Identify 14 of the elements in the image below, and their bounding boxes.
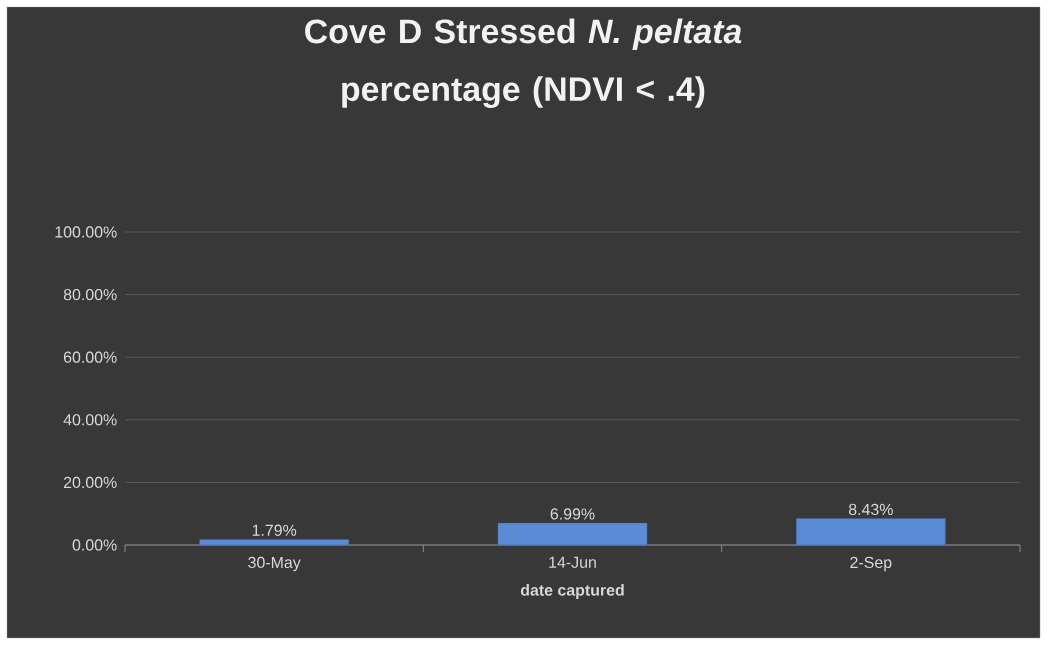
x-tick-label: 14-Jun (549, 556, 596, 568)
y-tick-label: 80.00% (63, 288, 117, 301)
y-tick-label: 0.00% (72, 539, 117, 551)
data-label: 1.79% (252, 524, 297, 536)
data-label: 6.99% (550, 508, 595, 520)
y-tick-label: 100.00% (55, 226, 117, 238)
data-label: 8.43% (848, 503, 893, 516)
y-tick-label: 60.00% (63, 351, 117, 363)
y-tick-label: 20.00% (63, 476, 117, 489)
chart-title: Cove D Stressed N. peltata percentage (NDVI < .4) (305, 18, 742, 109)
x-axis-title: date captured (520, 584, 624, 599)
x-tick-label: 30-May (248, 556, 301, 572)
y-tick-label: 40.00% (63, 414, 117, 426)
x-tick-label: 2-Sep (850, 556, 892, 572)
